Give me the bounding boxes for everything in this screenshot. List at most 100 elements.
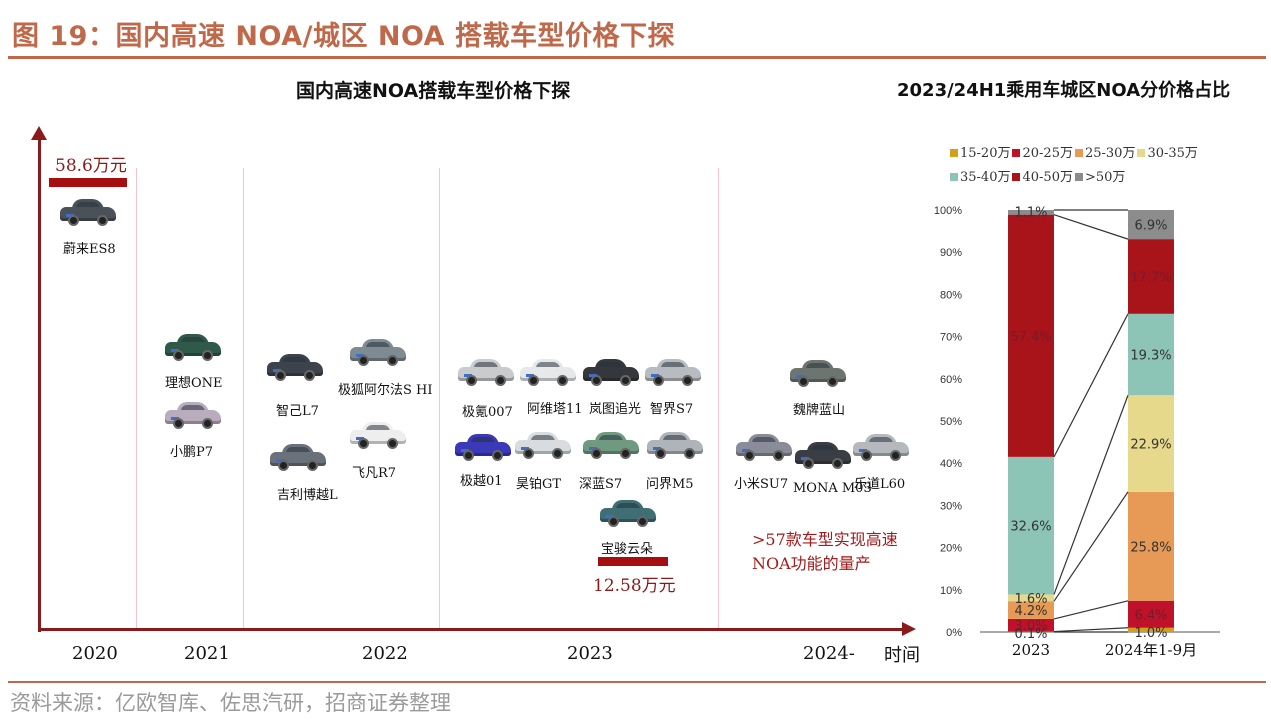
connector-line <box>1053 600 1129 620</box>
bar-segment <box>1128 627 1174 632</box>
connector-line <box>1053 313 1129 458</box>
car-image-icon <box>790 356 846 388</box>
car-model-label: 智己L7 <box>276 404 319 419</box>
legend-swatch <box>1137 149 1146 157</box>
car-model-label: 极氪007 <box>462 405 513 420</box>
data-label: 0.1% <box>1014 627 1047 642</box>
car-model-label: 魏牌蓝山 <box>793 403 846 418</box>
car-image-icon <box>267 350 323 382</box>
car-image-icon <box>520 355 576 387</box>
car-model-label: 小鹏P7 <box>170 445 214 460</box>
car-image-icon <box>350 418 406 450</box>
bar-segment <box>1128 395 1174 492</box>
legend-item: 35-40万 <box>950 166 1010 190</box>
data-label: 4.2% <box>1014 604 1047 619</box>
car-image-icon <box>736 430 792 462</box>
timeline-note: >57款车型实现高速 NOA功能的量产 <box>752 528 898 576</box>
bar-segment <box>1008 618 1054 632</box>
category-label: 2023 <box>1012 641 1050 659</box>
bar-segment <box>1128 313 1174 396</box>
chart-legend: 15-20万 20-25万 25-30万 30-35万 35-40万 40-50万 >50万 <box>950 142 1240 190</box>
car-model-label: 智界S7 <box>650 402 694 417</box>
car-image-icon <box>165 398 221 430</box>
car-image-icon <box>853 430 909 462</box>
car-model-label: 问界M5 <box>646 477 694 492</box>
car-model-label: MONA M03 <box>793 481 872 496</box>
y-tick-label: 30% <box>940 500 962 512</box>
high-price-bar <box>49 178 127 187</box>
connector-line <box>1053 214 1129 240</box>
y-tick-label: 70% <box>940 332 962 344</box>
stacked-bar-chart: 0% 10% 20% 30% 40% 50% 60% 70% 80% 90% 100% 0.1%3.0… <box>934 205 1220 659</box>
car-model-label: 岚图追光 <box>589 402 642 417</box>
legend-label: >50万 <box>1084 170 1126 185</box>
bar-segment <box>1008 631 1054 633</box>
data-label: 25.8% <box>1130 540 1171 555</box>
car-image-icon <box>583 355 639 387</box>
legend-label: 40-50万 <box>1022 170 1073 185</box>
year-divider <box>136 168 137 628</box>
legend-label: 15-20万 <box>960 146 1011 161</box>
legend-item: >50万 <box>1074 166 1126 190</box>
data-label: 22.9% <box>1130 438 1171 453</box>
legend-swatch <box>950 173 958 181</box>
car-model-label: 宝骏云朵 <box>601 542 654 557</box>
footer-rule <box>8 681 1266 683</box>
note-line: >57款车型实现高速 <box>752 530 898 549</box>
low-price-bar <box>598 557 668 566</box>
bar-segment <box>1128 491 1174 601</box>
bar-segment <box>1008 601 1054 619</box>
y-tick-label: 10% <box>940 585 962 597</box>
y-tick-label: 20% <box>940 543 962 555</box>
low-price-label: 12.58万元 <box>593 576 676 596</box>
car-model-label: 飞凡R7 <box>352 466 397 481</box>
legend-label: 25-30万 <box>1084 146 1136 161</box>
car-image-icon <box>645 355 701 387</box>
year-divider <box>718 168 719 628</box>
y-tick-label: 40% <box>940 458 962 470</box>
legend-swatch <box>1012 173 1021 181</box>
car-model-label: 极狐阿尔法S HI <box>338 383 433 398</box>
year-divider <box>439 168 440 628</box>
connector-line <box>1053 627 1129 633</box>
car-image-icon <box>60 195 116 227</box>
title-rule <box>8 56 1266 59</box>
legend-item: 20-25万 <box>1012 142 1073 166</box>
data-label: 32.6% <box>1010 520 1051 535</box>
legend-item: 40-50万 <box>1012 166 1073 190</box>
car-image-icon <box>795 438 851 470</box>
legend-item: 15-20万 <box>950 142 1010 166</box>
note-line: NOA功能的量产 <box>752 554 871 573</box>
car-model-label: 蔚来ES8 <box>63 242 116 257</box>
year-divider <box>243 168 244 628</box>
bar-segment <box>1008 214 1054 457</box>
year-label: 2024- <box>803 643 855 664</box>
data-label: 1.1% <box>1014 206 1047 221</box>
car-image-icon <box>458 355 514 387</box>
data-label: 1.0% <box>1134 626 1167 641</box>
price-axis <box>38 138 41 632</box>
car-model-label: 阿维塔11 <box>527 402 583 417</box>
year-label: 2020 <box>72 643 118 664</box>
legend-swatch <box>1012 149 1021 157</box>
bar-segment <box>1128 600 1174 628</box>
legend-label: 20-25万 <box>1022 146 1073 161</box>
car-image-icon <box>270 440 326 472</box>
legend-item: 30-35万 <box>1137 142 1198 166</box>
connector-line <box>1053 491 1129 602</box>
bar-segment <box>1008 456 1054 595</box>
y-tick-label: 0% <box>946 627 962 639</box>
legend-label: 30-35万 <box>1147 146 1198 161</box>
time-axis-label: 时间 <box>884 645 920 666</box>
car-model-label: 乐道L60 <box>854 477 906 492</box>
car-model-label: 小米SU7 <box>734 477 789 492</box>
car-model-label: 深蓝S7 <box>579 477 623 492</box>
car-image-icon <box>455 430 511 462</box>
legend-swatch <box>1074 149 1083 157</box>
time-axis-arrow-icon <box>902 622 916 636</box>
car-image-icon <box>350 335 406 367</box>
y-tick-label: 50% <box>940 416 962 428</box>
car-model-label: 极越01 <box>460 474 503 489</box>
car-model-label: 昊铂GT <box>516 477 562 492</box>
y-tick-label: 90% <box>940 247 962 259</box>
